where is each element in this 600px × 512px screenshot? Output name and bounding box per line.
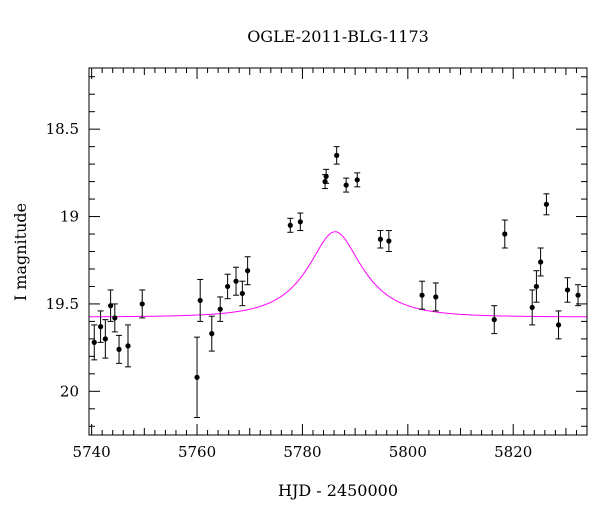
data-point <box>501 219 508 249</box>
y-tick-label: 20 <box>60 382 79 400</box>
data-marker <box>102 336 108 342</box>
x-tick-label: 5780 <box>283 443 321 461</box>
data-marker <box>217 306 223 312</box>
data-point <box>124 324 131 368</box>
data-marker <box>224 283 231 290</box>
data-point <box>139 289 146 319</box>
x-tick-label: 5800 <box>389 443 427 461</box>
x-tick-label: 5760 <box>178 443 216 461</box>
data-marker <box>491 317 497 323</box>
data-marker <box>239 290 245 297</box>
data-marker <box>209 331 215 337</box>
data-point <box>111 303 118 333</box>
data-point <box>537 247 544 277</box>
data-point <box>239 280 246 307</box>
data-marker <box>555 322 562 328</box>
y-tick-label: 19 <box>60 208 79 226</box>
data-marker <box>139 301 145 307</box>
axis-ticks <box>89 68 588 435</box>
data-point <box>287 217 294 233</box>
data-point <box>244 256 251 286</box>
data-marker <box>91 339 97 345</box>
x-axis-label: HJD - 2450000 <box>278 481 398 500</box>
data-marker <box>197 297 203 304</box>
data-marker <box>502 231 508 237</box>
data-marker <box>575 292 581 298</box>
data-point <box>529 289 536 326</box>
data-marker <box>377 236 384 242</box>
data-point <box>116 334 123 364</box>
model-curve <box>89 231 588 318</box>
data-marker <box>433 294 439 300</box>
data-point <box>102 319 109 359</box>
data-marker <box>386 238 392 244</box>
data-marker <box>419 292 425 298</box>
data-point <box>385 230 392 252</box>
data-marker <box>533 283 540 290</box>
tick-labels: 5740 5760 5780 5800 5820 18.5 19 19.5 20 <box>46 120 533 461</box>
chart-title: OGLE-2011-BLG-1173 <box>247 27 429 46</box>
data-marker <box>354 177 360 183</box>
data-marker <box>297 219 303 225</box>
data-marker <box>112 315 118 321</box>
data-point <box>555 310 562 340</box>
data-point <box>354 172 361 188</box>
data-point <box>432 282 439 312</box>
data-point <box>91 324 98 361</box>
data-marker <box>287 222 293 228</box>
data-point <box>419 280 426 310</box>
x-tick-label: 5820 <box>494 443 532 461</box>
data-marker <box>245 268 251 274</box>
y-axis-label: I magnitude <box>11 203 30 301</box>
data-point <box>197 278 204 322</box>
data-marker <box>116 346 122 352</box>
data-point <box>297 212 304 232</box>
data-point <box>333 146 340 165</box>
data-point <box>343 177 350 193</box>
plot-frame <box>88 67 588 436</box>
data-point <box>575 284 582 307</box>
data-point <box>97 310 104 343</box>
data-marker <box>97 324 104 330</box>
data-point <box>217 296 224 322</box>
y-tick-label: 19.5 <box>46 295 79 313</box>
data-marker <box>529 304 535 311</box>
data-point <box>323 168 330 184</box>
data-marker <box>233 278 239 284</box>
data-marker <box>538 259 544 265</box>
data-marker <box>343 182 349 188</box>
data-point <box>194 336 201 419</box>
data-marker <box>543 201 550 207</box>
data-points <box>91 146 582 419</box>
data-point <box>224 273 231 300</box>
data-marker <box>323 173 329 179</box>
y-tick-label: 18.5 <box>46 120 79 138</box>
data-point <box>533 270 540 303</box>
data-point <box>564 277 571 303</box>
x-tick-label: 5740 <box>73 443 111 461</box>
data-point <box>208 315 215 352</box>
data-point <box>377 230 384 249</box>
data-marker <box>334 152 340 158</box>
data-marker <box>194 374 200 380</box>
data-point <box>491 305 498 335</box>
data-marker <box>125 343 131 349</box>
data-marker <box>564 287 571 293</box>
data-point <box>543 193 550 216</box>
data-point <box>233 266 240 296</box>
